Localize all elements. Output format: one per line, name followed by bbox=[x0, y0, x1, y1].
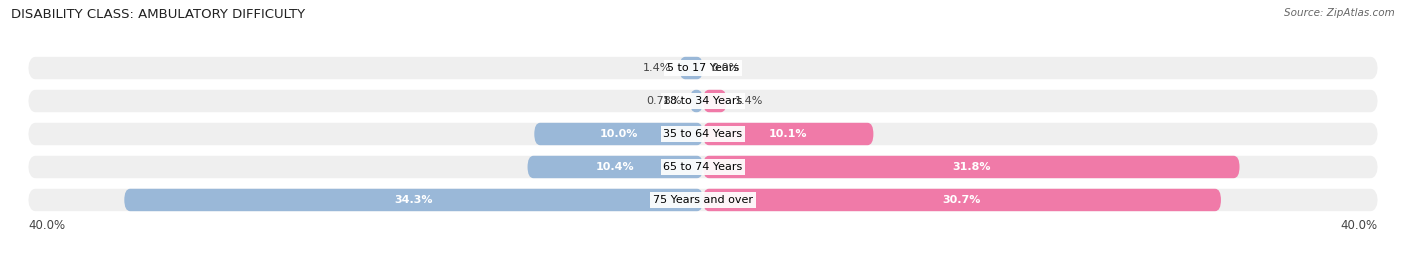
Text: 10.0%: 10.0% bbox=[599, 129, 638, 139]
Text: 40.0%: 40.0% bbox=[1341, 219, 1378, 232]
Text: 35 to 64 Years: 35 to 64 Years bbox=[664, 129, 742, 139]
Text: 31.8%: 31.8% bbox=[952, 162, 990, 172]
FancyBboxPatch shape bbox=[28, 156, 1378, 178]
Text: 34.3%: 34.3% bbox=[395, 195, 433, 205]
Text: 65 to 74 Years: 65 to 74 Years bbox=[664, 162, 742, 172]
FancyBboxPatch shape bbox=[703, 123, 873, 145]
Text: 10.4%: 10.4% bbox=[596, 162, 634, 172]
FancyBboxPatch shape bbox=[703, 156, 1240, 178]
FancyBboxPatch shape bbox=[28, 57, 1378, 79]
FancyBboxPatch shape bbox=[28, 123, 1378, 145]
FancyBboxPatch shape bbox=[28, 189, 1378, 211]
FancyBboxPatch shape bbox=[679, 57, 703, 79]
Text: DISABILITY CLASS: AMBULATORY DIFFICULTY: DISABILITY CLASS: AMBULATORY DIFFICULTY bbox=[11, 8, 305, 21]
FancyBboxPatch shape bbox=[690, 90, 703, 112]
Text: 5 to 17 Years: 5 to 17 Years bbox=[666, 63, 740, 73]
Text: 18 to 34 Years: 18 to 34 Years bbox=[664, 96, 742, 106]
FancyBboxPatch shape bbox=[534, 123, 703, 145]
Text: 40.0%: 40.0% bbox=[28, 219, 65, 232]
Text: 75 Years and over: 75 Years and over bbox=[652, 195, 754, 205]
Text: 0.78%: 0.78% bbox=[645, 96, 682, 106]
Text: Source: ZipAtlas.com: Source: ZipAtlas.com bbox=[1284, 8, 1395, 18]
Text: 0.0%: 0.0% bbox=[711, 63, 740, 73]
Text: 1.4%: 1.4% bbox=[643, 63, 671, 73]
FancyBboxPatch shape bbox=[703, 189, 1220, 211]
FancyBboxPatch shape bbox=[28, 90, 1378, 112]
Text: 10.1%: 10.1% bbox=[769, 129, 807, 139]
Text: 1.4%: 1.4% bbox=[735, 96, 763, 106]
Text: 30.7%: 30.7% bbox=[943, 195, 981, 205]
FancyBboxPatch shape bbox=[124, 189, 703, 211]
FancyBboxPatch shape bbox=[703, 90, 727, 112]
FancyBboxPatch shape bbox=[527, 156, 703, 178]
